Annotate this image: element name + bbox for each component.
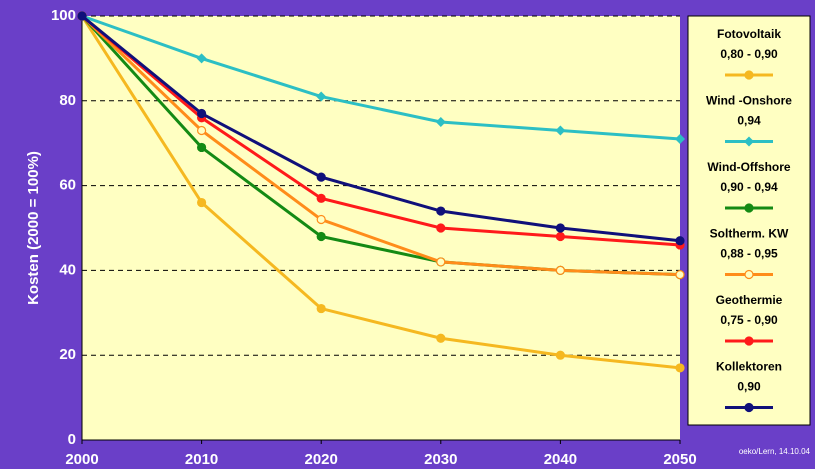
legend-label: Wind-Offshore xyxy=(707,160,791,174)
marker xyxy=(675,270,685,280)
marker xyxy=(316,172,326,182)
marker xyxy=(675,133,685,144)
marker xyxy=(436,206,446,216)
marker xyxy=(77,11,87,21)
marker xyxy=(675,236,685,246)
y-tick-label: 40 xyxy=(59,261,76,278)
legend-label: Wind -Onshore xyxy=(706,94,792,108)
marker xyxy=(316,214,326,225)
y-tick-label: 80 xyxy=(59,92,76,109)
marker xyxy=(555,125,566,136)
marker xyxy=(675,363,685,373)
series-line xyxy=(80,15,681,370)
legend-marker xyxy=(744,336,754,346)
series-line xyxy=(80,14,681,277)
marker xyxy=(197,197,207,208)
marker xyxy=(435,117,446,127)
marker xyxy=(555,223,566,233)
marker xyxy=(555,350,566,360)
marker xyxy=(316,193,326,203)
legend-label: Soltherm. KW xyxy=(710,227,789,241)
marker xyxy=(436,257,446,267)
legend-range: 0,90 - 0,94 xyxy=(720,180,778,194)
marker xyxy=(197,108,207,119)
marker xyxy=(316,303,326,314)
legend-marker xyxy=(744,136,754,147)
legend-range: 0,94 xyxy=(737,114,761,128)
marker xyxy=(197,142,207,153)
x-tick-label: 2040 xyxy=(544,451,577,468)
source-note: oeko/Lern, 14.10.04 xyxy=(739,447,811,456)
y-tick-label: 20 xyxy=(59,346,76,363)
series-line xyxy=(81,14,681,243)
marker xyxy=(316,91,327,102)
legend-range: 0,75 - 0,90 xyxy=(720,313,778,327)
legend-label: Fotovoltaik xyxy=(717,27,781,41)
legend-marker xyxy=(744,269,754,280)
x-tick-label: 2000 xyxy=(65,451,98,468)
marker xyxy=(197,125,207,136)
x-tick-label: 2010 xyxy=(185,451,218,468)
legend xyxy=(687,15,811,426)
legend-range: 0,88 - 0,95 xyxy=(720,247,778,261)
legend-marker xyxy=(744,70,754,80)
legend-label: Geothermie xyxy=(716,293,783,307)
marker xyxy=(436,333,446,343)
legend-range: 0,90 xyxy=(737,380,761,394)
series-line xyxy=(81,14,681,141)
y-axis-label: Kosten (2000 = 100%) xyxy=(25,151,42,305)
x-tick-label: 2050 xyxy=(663,451,696,468)
plot-area xyxy=(82,16,680,440)
y-tick-label: 100 xyxy=(51,7,76,24)
y-tick-label: 0 xyxy=(68,431,76,448)
marker xyxy=(555,231,566,242)
legend-marker xyxy=(744,203,754,213)
marker xyxy=(436,223,446,233)
marker xyxy=(555,265,566,275)
series-line xyxy=(81,14,681,247)
marker xyxy=(196,53,207,64)
marker xyxy=(316,231,326,242)
x-tick-label: 2020 xyxy=(305,451,338,468)
y-tick-label: 60 xyxy=(59,177,76,194)
legend-marker xyxy=(744,402,754,413)
legend-label: Kollektoren xyxy=(716,360,782,374)
x-tick-label: 2030 xyxy=(424,451,457,468)
legend-range: 0,80 - 0,90 xyxy=(720,47,778,61)
